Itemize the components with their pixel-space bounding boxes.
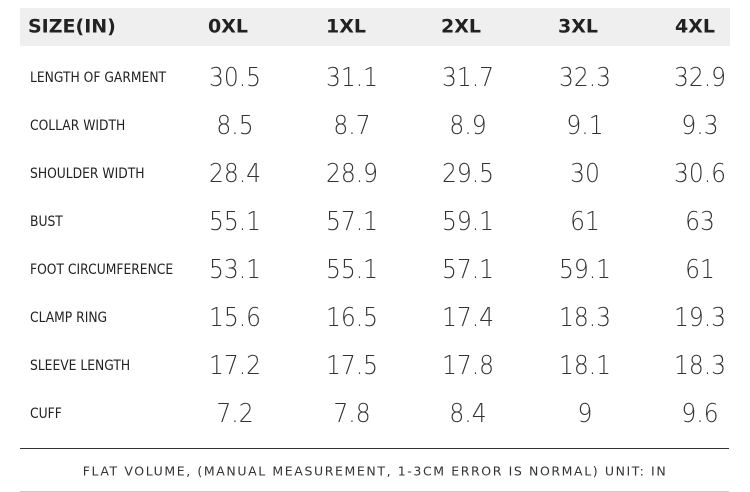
- size-value: 63: [685, 207, 715, 237]
- size-value: 18.3: [558, 303, 612, 333]
- row-label: SLEEVE LENGTH: [30, 358, 131, 374]
- size-value: 59.1: [441, 207, 495, 237]
- size-value: 57.1: [325, 207, 379, 237]
- size-value: 29.5: [441, 159, 495, 189]
- row-label: LENGTH OF GARMENT: [30, 70, 167, 86]
- size-value: 28.4: [208, 159, 262, 189]
- row-label: SHOULDER WIDTH: [30, 166, 145, 182]
- size-value: 17.2: [208, 351, 262, 381]
- size-value: 8.4: [449, 399, 487, 429]
- size-value: 30.6: [673, 159, 727, 189]
- row-label: CUFF: [30, 406, 62, 422]
- column-header: 4XL: [675, 15, 715, 38]
- size-value: 9.6: [681, 399, 719, 429]
- size-value: 8.5: [216, 111, 254, 141]
- size-value: 31.1: [325, 63, 379, 93]
- size-value: 17.5: [325, 351, 379, 381]
- column-header: 1XL: [326, 15, 366, 38]
- size-value: 17.4: [441, 303, 495, 333]
- row-label: FOOT CIRCUMFERENCE: [30, 262, 174, 278]
- size-value: 31.7: [441, 63, 495, 93]
- size-value: 30: [570, 159, 600, 189]
- size-value: 8.7: [333, 111, 371, 141]
- size-value: 16.5: [325, 303, 379, 333]
- row-label: CLAMP RING: [30, 310, 108, 326]
- size-value: 28.9: [325, 159, 379, 189]
- header-label: SIZE(IN): [28, 15, 116, 38]
- header-band: [20, 8, 730, 46]
- size-value: 8.9: [449, 111, 487, 141]
- size-value: 18.1: [558, 351, 612, 381]
- column-header: 2XL: [441, 15, 481, 38]
- row-label: COLLAR WIDTH: [30, 118, 126, 134]
- row-label: BUST: [30, 214, 63, 230]
- size-value: 55.1: [208, 207, 262, 237]
- size-value: 32.3: [558, 63, 612, 93]
- size-value: 9.1: [566, 111, 604, 141]
- size-value: 61: [570, 207, 600, 237]
- size-value: 9: [577, 399, 593, 429]
- size-value: 7.2: [216, 399, 254, 429]
- column-header: 3XL: [558, 15, 598, 38]
- footer-note: FLAT VOLUME, (MANUAL MEASUREMENT, 1-3CM …: [82, 463, 668, 479]
- size-value: 57.1: [441, 255, 495, 285]
- size-value: 19.3: [673, 303, 727, 333]
- column-header: 0XL: [208, 15, 248, 38]
- size-value: 53.1: [208, 255, 262, 285]
- size-value: 17.8: [441, 351, 495, 381]
- size-value: 55.1: [325, 255, 379, 285]
- size-value: 9.3: [681, 111, 719, 141]
- size-value: 59.1: [558, 255, 612, 285]
- size-value: 61: [685, 255, 715, 285]
- size-value: 18.3: [673, 351, 727, 381]
- size-value: 32.9: [673, 63, 727, 93]
- size-value: 15.6: [208, 303, 262, 333]
- size-value: 7.8: [333, 399, 371, 429]
- size-value: 30.5: [208, 63, 262, 93]
